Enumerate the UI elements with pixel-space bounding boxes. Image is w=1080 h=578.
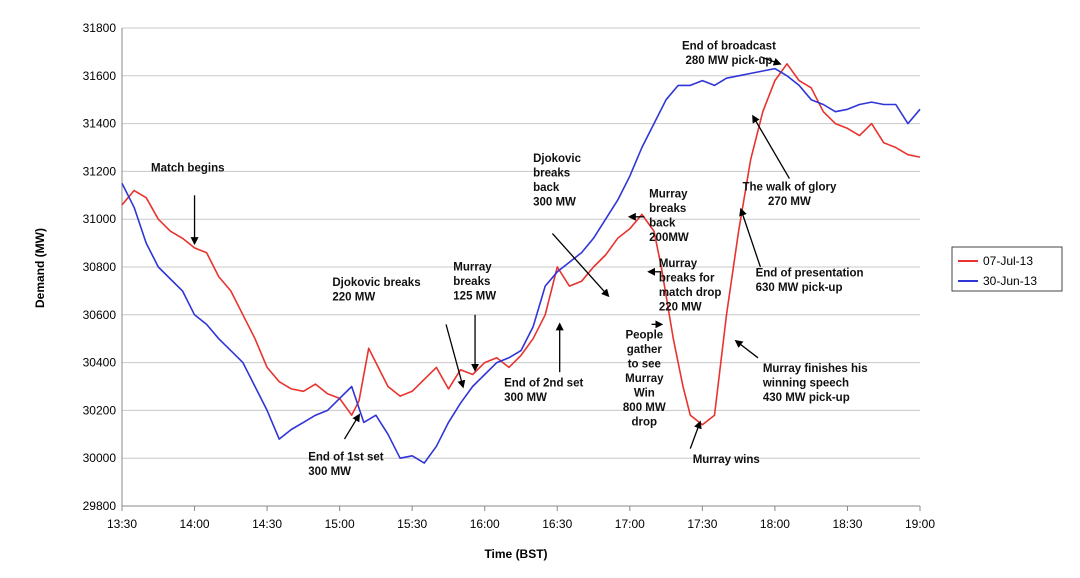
annotation-label: End of broadcast 280 MW pick-up	[682, 41, 776, 67]
y-tick-label: 30000	[83, 451, 117, 465]
axes: 29800 30000 30200 30400 30600 30800 31000 31200…	[83, 21, 936, 531]
x-tick-label: 13:30	[107, 517, 137, 531]
annotation-label: Djokovic breaks back 300 MW	[533, 153, 582, 209]
x-tick-label: 14:30	[252, 517, 282, 531]
annotation-label: The walk of glory 270 MW	[742, 182, 837, 209]
legend-box	[951, 246, 1063, 292]
x-tick-label: 14:00	[180, 517, 210, 531]
y-tick-label: 30600	[83, 308, 117, 322]
y-tick-label: 30400	[83, 356, 117, 370]
annotation-label: Murray breaks back 200MW	[649, 189, 689, 245]
annotation-label: Murray wins	[693, 454, 760, 466]
series-line-30-Jun-13	[121, 67, 921, 464]
x-axis-title: Time (BST)	[484, 547, 547, 561]
x-tick-label: 17:30	[687, 517, 717, 531]
annotation-arrow	[445, 324, 466, 389]
x-tick-label: 15:30	[397, 517, 427, 531]
annotation-arrow	[734, 339, 759, 359]
x-tick-label: 15:00	[325, 517, 355, 531]
legend-label: 07-Jul-13	[983, 254, 1033, 268]
x-tick-label: 17:00	[615, 517, 645, 531]
x-tick-label: 16:00	[470, 517, 500, 531]
annotation-label: End of 2nd set 300 MW	[504, 378, 583, 405]
series-lines	[121, 62, 921, 464]
y-tick-label: 31800	[83, 21, 117, 35]
annotation-label: End of presentation 630 MW pick-up	[756, 268, 864, 295]
annotation-label: Murray breaks for match drop 220 MW	[659, 258, 722, 314]
y-tick-label: 31400	[83, 117, 117, 131]
series-line-07-Jul-13	[121, 62, 921, 426]
annotation-arrow	[739, 207, 762, 268]
y-tick-label: 31600	[83, 69, 117, 83]
legend-label: 30-Jun-13	[983, 274, 1037, 288]
annotation-arrow	[689, 420, 702, 449]
annotation-arrow	[343, 413, 361, 440]
annotation-label: Djokovic breaks 220 MW	[332, 277, 420, 304]
y-axis-title: Demand (MW)	[33, 228, 47, 308]
annotation-label: Murray finishes his winning speech 430 MW …	[762, 363, 868, 404]
y-tick-label: 31200	[83, 164, 117, 178]
x-tick-label: 19:00	[905, 517, 935, 531]
annotation-arrow	[551, 233, 610, 298]
annotation-arrow	[752, 114, 790, 179]
x-tick-label: 16:30	[542, 517, 572, 531]
y-tick-label: 30800	[83, 260, 117, 274]
legend: 07-Jul-13 30-Jun-13	[951, 246, 1063, 292]
x-tick-label: 18:00	[760, 517, 790, 531]
annotation-label: People gather to see Murray Win 800 MW drop	[623, 330, 666, 429]
y-tick-label: 31000	[83, 212, 117, 226]
annotation-label: End of 1st set 300 MW	[308, 452, 384, 479]
annotation-arrow	[760, 56, 782, 66]
annotations: Match begins Djokovic breaks 220 MW Murray b…	[151, 41, 868, 479]
x-tick-label: 18:30	[832, 517, 862, 531]
annotation-label: Match begins	[151, 162, 224, 174]
y-tick-label: 30200	[83, 403, 117, 417]
annotation-label: Murray breaks 125 MW	[453, 262, 496, 303]
y-tick-label: 29800	[83, 499, 117, 513]
